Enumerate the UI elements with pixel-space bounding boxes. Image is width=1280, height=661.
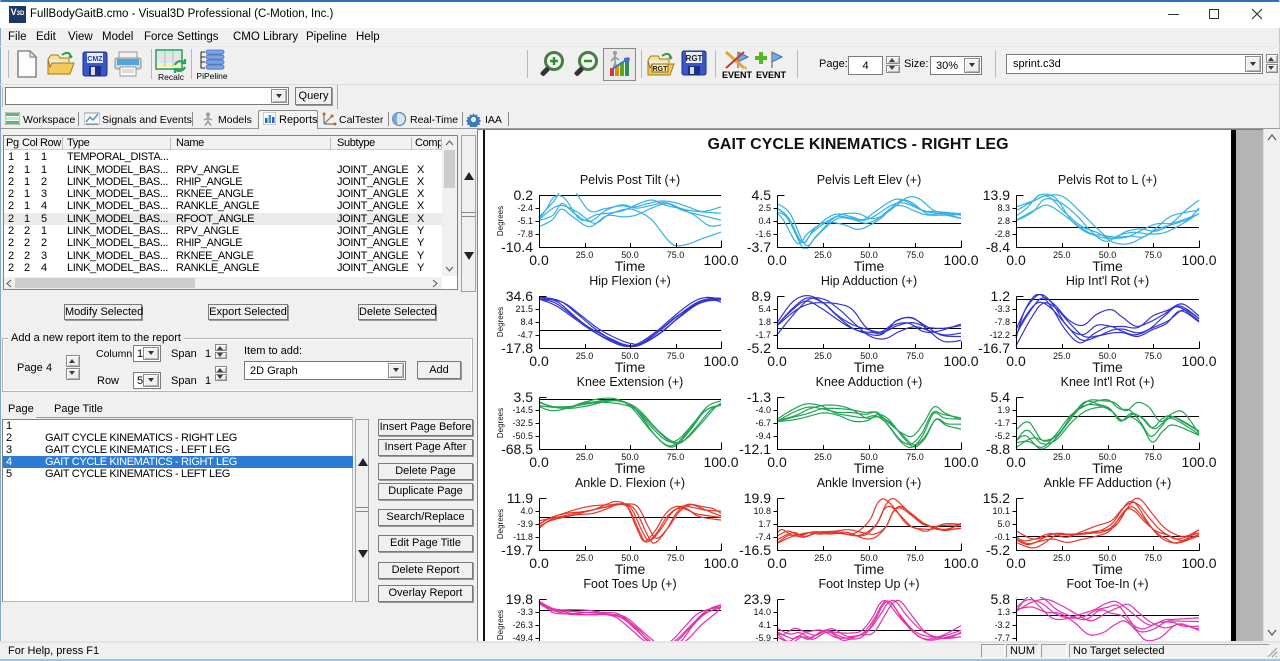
svg-text:RGT: RGT (686, 54, 703, 63)
svg-text:CMZ: CMZ (87, 56, 103, 63)
svg-text:RGT: RGT (653, 66, 669, 73)
